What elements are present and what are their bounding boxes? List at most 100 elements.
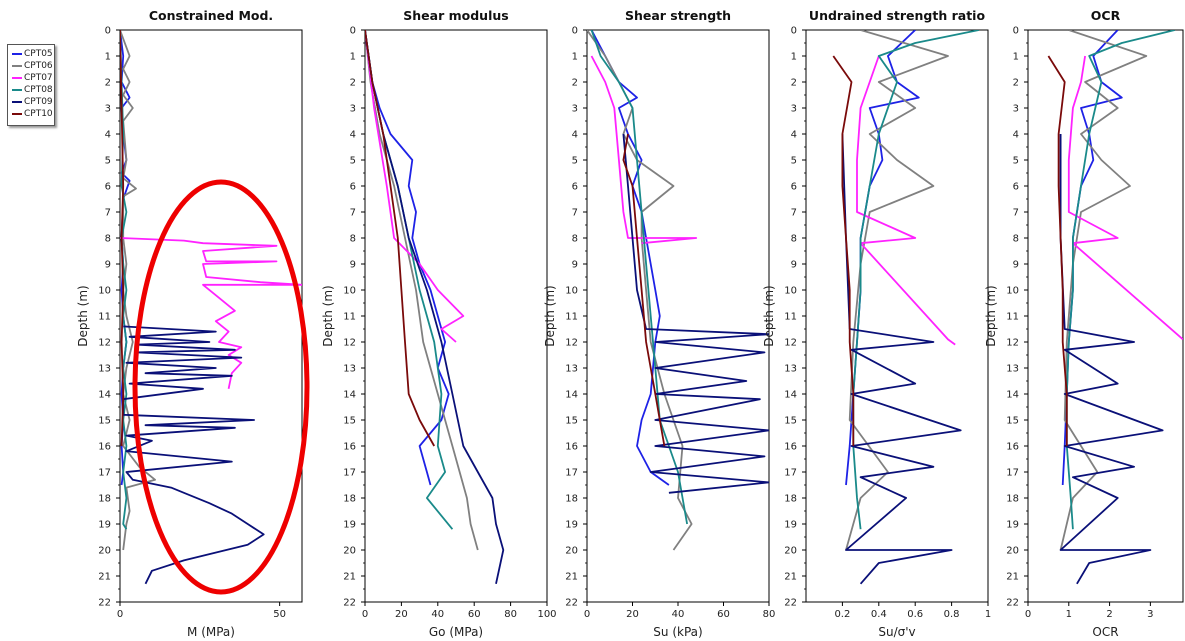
x-axis-label: Go (MPa) — [429, 625, 483, 639]
y-tick-label: 6 — [791, 182, 797, 193]
y-tick-label: 8 — [572, 234, 578, 245]
panel-title: Constrained Mod. — [149, 8, 273, 23]
legend-swatch — [12, 52, 22, 55]
series-line-CPT08 — [1065, 30, 1176, 530]
y-tick-label: 8 — [105, 234, 111, 245]
y-tick-label: 10 — [343, 286, 356, 297]
series-group — [587, 30, 769, 551]
y-tick-label: 13 — [565, 364, 578, 375]
y-tick-label: 21 — [1006, 572, 1019, 583]
series-line-CPT06 — [1059, 30, 1148, 551]
y-tick-label: 12 — [1006, 338, 1019, 349]
y-tick-label: 14 — [98, 390, 111, 401]
y-tick-label: 13 — [784, 364, 797, 375]
x-tick-label: 0.8 — [944, 609, 960, 620]
series-line-CPT09 — [1059, 134, 1164, 585]
legend-item: CPT09 — [12, 96, 53, 108]
y-tick-label: 1 — [1013, 52, 1019, 63]
series-line-CPT09 — [365, 30, 505, 584]
y-tick-label: 9 — [791, 260, 797, 271]
y-tick-label: 20 — [343, 546, 356, 557]
y-tick-label: 7 — [350, 208, 356, 219]
y-tick-label: 11 — [343, 312, 356, 323]
y-tick-label: 13 — [1006, 364, 1019, 375]
y-tick-label: 16 — [565, 442, 578, 453]
x-tick-label: 0 — [1025, 609, 1031, 620]
x-tick-label: 0 — [117, 609, 123, 620]
y-tick-label: 21 — [98, 572, 111, 583]
y-tick-label: 7 — [1013, 208, 1019, 219]
x-tick-label: 100 — [537, 609, 556, 620]
y-tick-label: 6 — [105, 182, 111, 193]
y-tick-label: 16 — [343, 442, 356, 453]
series-line-CPT10 — [120, 30, 125, 447]
legend-swatch — [12, 112, 22, 115]
series-line-CPT06 — [845, 30, 949, 551]
y-tick-label: 17 — [565, 468, 578, 479]
series-line-CPT09 — [841, 133, 962, 585]
y-tick-label: 5 — [350, 156, 356, 167]
series-line-CPT06 — [365, 30, 479, 551]
y-tick-label: 2 — [791, 78, 797, 89]
y-axis-label: Depth (m) — [321, 285, 335, 346]
y-tick-label: 9 — [105, 260, 111, 271]
y-tick-label: 17 — [1006, 468, 1019, 479]
y-tick-label: 3 — [105, 104, 111, 115]
y-tick-label: 14 — [784, 390, 797, 401]
y-tick-label: 19 — [1006, 520, 1019, 531]
x-axis-label: Su (kPa) — [653, 625, 702, 639]
y-tick-label: 4 — [1013, 130, 1019, 141]
y-tick-label: 5 — [1013, 156, 1019, 167]
y-tick-label: 3 — [791, 104, 797, 115]
series-group — [365, 30, 505, 584]
y-tick-label: 15 — [784, 416, 797, 427]
legend-label: CPT10 — [24, 109, 53, 119]
series-line-CPT05 — [845, 30, 920, 486]
y-tick-label: 6 — [1013, 182, 1019, 193]
y-tick-label: 12 — [784, 338, 797, 349]
y-tick-label: 0 — [350, 26, 356, 37]
y-tick-label: 19 — [565, 520, 578, 531]
series-line-CPT07 — [590, 55, 698, 245]
y-tick-label: 17 — [98, 468, 111, 479]
y-tick-label: 2 — [350, 78, 356, 89]
series-line-CPT05 — [1061, 30, 1123, 486]
y-tick-label: 4 — [105, 130, 111, 141]
y-tick-label: 10 — [565, 286, 578, 297]
series-line-CPT09 — [122, 325, 265, 585]
y-tick-label: 16 — [98, 442, 111, 453]
y-tick-label: 22 — [343, 598, 356, 609]
y-tick-label: 10 — [98, 286, 111, 297]
panel-title: Shear strength — [625, 8, 731, 23]
x-tick-label: 60 — [717, 609, 730, 620]
x-tick-label: 50 — [273, 609, 286, 620]
y-tick-label: 17 — [784, 468, 797, 479]
y-tick-label: 2 — [1013, 78, 1019, 89]
y-tick-label: 14 — [343, 390, 356, 401]
y-tick-label: 5 — [572, 156, 578, 167]
x-tick-label: 20 — [626, 609, 639, 620]
y-tick-label: 9 — [1013, 260, 1019, 271]
plot-frame — [119, 29, 303, 603]
series-line-CPT10 — [832, 55, 855, 446]
x-tick-label: 3 — [1147, 609, 1153, 620]
series-line-CPT07 — [856, 55, 956, 346]
legend-swatch — [12, 88, 22, 91]
y-tick-label: 20 — [1006, 546, 1019, 557]
x-tick-label: 80 — [504, 609, 517, 620]
y-axis-label: Depth (m) — [762, 285, 776, 346]
y-tick-label: 0 — [1013, 26, 1019, 37]
series-line-CPT10 — [622, 133, 666, 447]
y-tick-label: 18 — [98, 494, 111, 505]
y-tick-label: 3 — [572, 104, 578, 115]
series-line-CPT05 — [590, 30, 670, 486]
y-tick-label: 8 — [791, 234, 797, 245]
y-tick-label: 1 — [572, 52, 578, 63]
x-tick-label: 0.2 — [834, 609, 850, 620]
series-line-CPT09 — [622, 133, 769, 494]
series-line-CPT05 — [365, 30, 450, 486]
